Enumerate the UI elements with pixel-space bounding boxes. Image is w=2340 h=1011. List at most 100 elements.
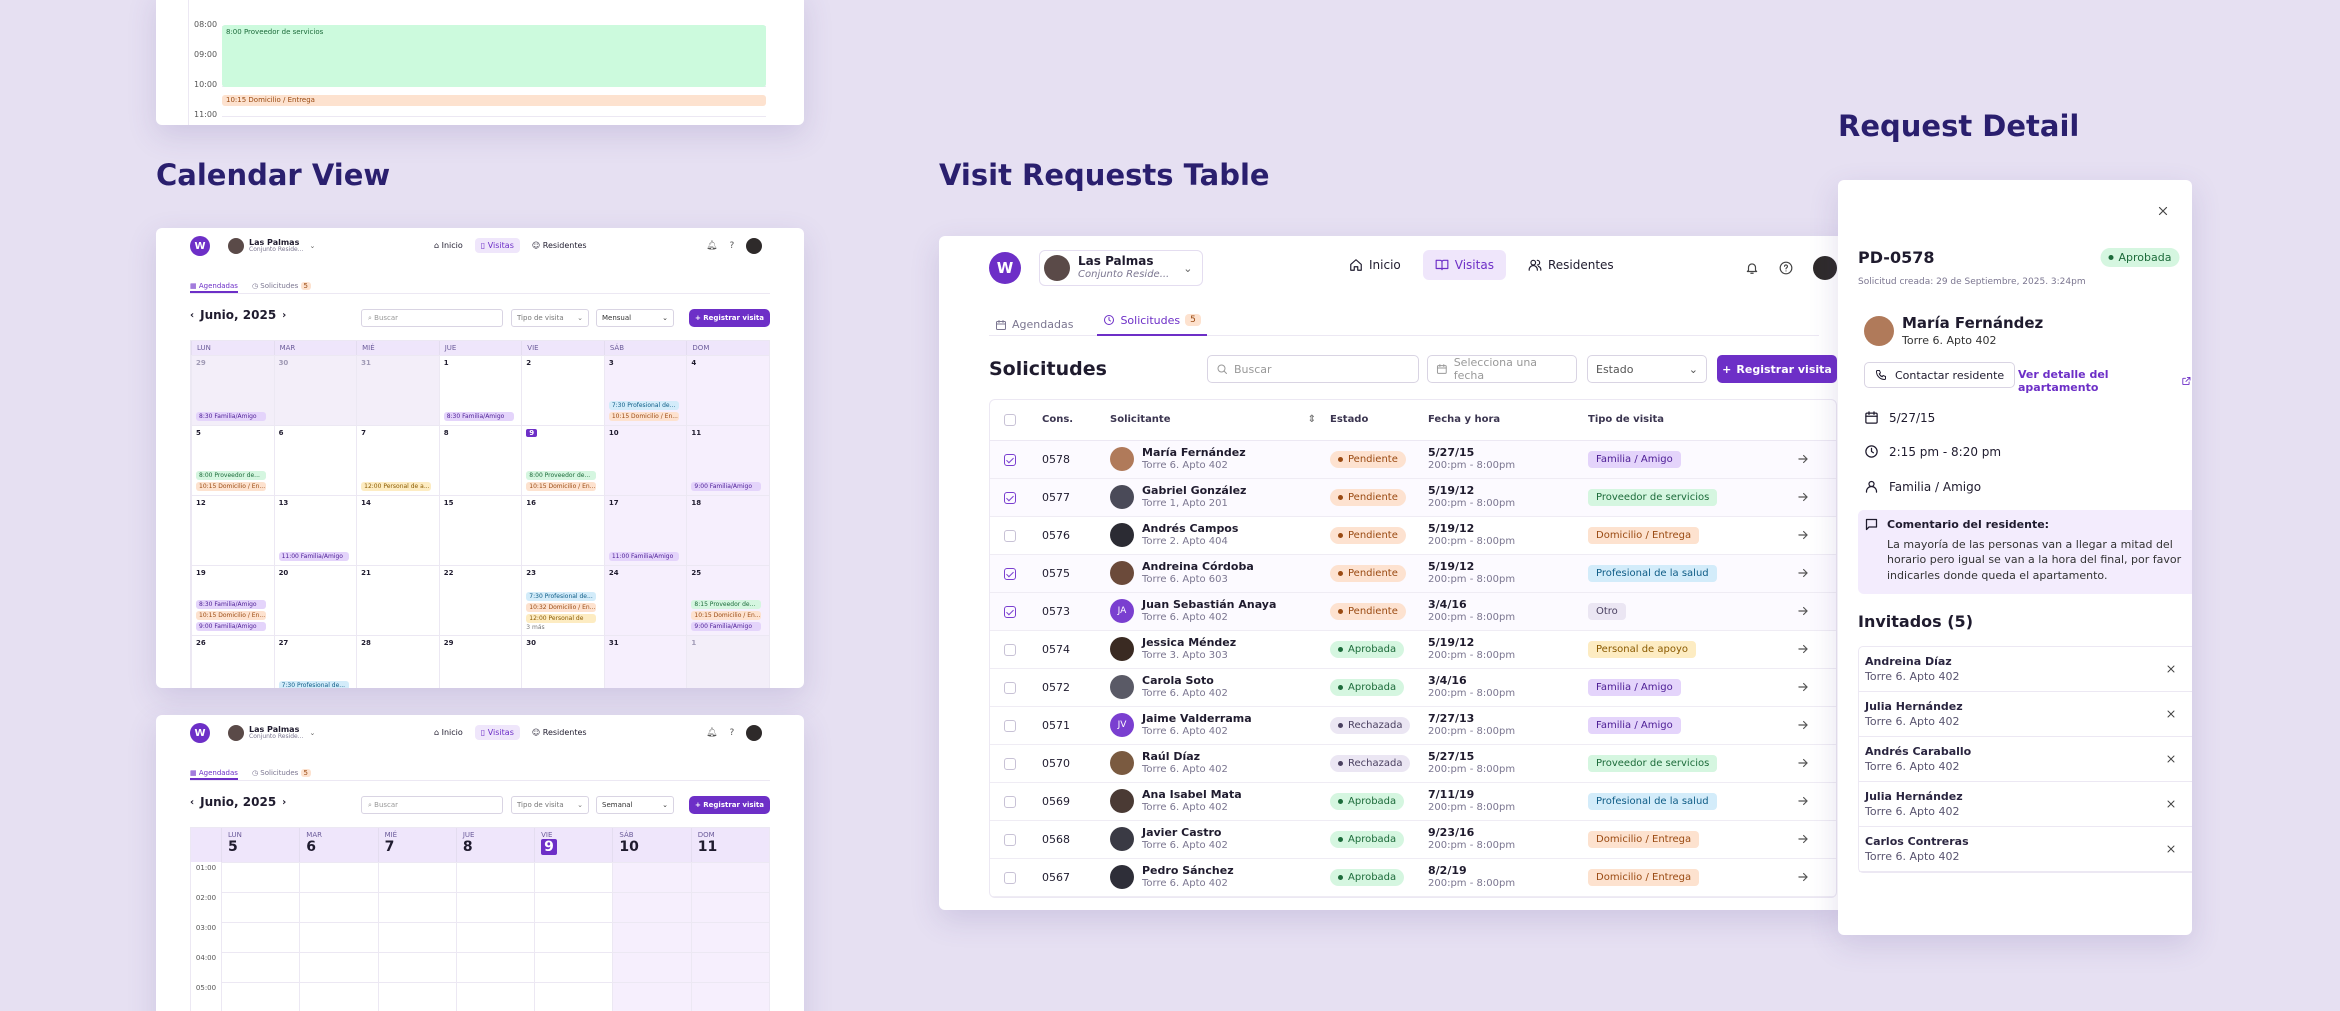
select-all-checkbox[interactable] — [1004, 413, 1016, 426]
week-day-header[interactable]: LUN 5 — [221, 828, 299, 862]
calendar-day-cell[interactable]: 6 — [273, 425, 357, 495]
reject-icon[interactable] — [2165, 663, 2177, 675]
calendar-day-cell[interactable]: 3 7:30 Profesional de... 10:15 Domicilio /… — [603, 355, 687, 425]
calendar-day-cell[interactable]: 8 — [438, 425, 522, 495]
time-slot[interactable] — [377, 862, 456, 892]
register-visit-button[interactable]: + Registrar visita — [1717, 355, 1837, 383]
table-row[interactable]: 0574 Jessica Méndez Torre 3. Apto 303 Apr… — [990, 630, 1836, 669]
time-slot[interactable] — [221, 862, 300, 892]
tab-solicitudes[interactable]: Solicitudes 5 — [1097, 314, 1207, 336]
time-slot[interactable] — [221, 922, 300, 952]
calendar-day-cell[interactable]: 1 8:30 Familia/Amigo — [438, 355, 522, 425]
row-checkbox[interactable] — [1004, 681, 1016, 694]
arrow-right-icon[interactable] — [1796, 528, 1810, 542]
week-day-header[interactable]: DOM 11 — [690, 828, 769, 862]
prev-week-button[interactable]: ‹ — [190, 796, 195, 808]
arrow-right-icon[interactable] — [1796, 832, 1810, 846]
calendar-event[interactable]: 11:00 Familia/Amigo — [278, 552, 349, 561]
arrow-right-icon[interactable] — [1796, 756, 1810, 770]
calendar-day-cell[interactable]: 11 9:00 Familia/Amigo — [686, 425, 769, 495]
view-mode-select[interactable]: Mensual ⌄ — [596, 309, 674, 327]
time-slot[interactable] — [299, 862, 378, 892]
table-row[interactable]: 0572 Carola Soto Torre 6. Apto 402 Aproba… — [990, 668, 1836, 707]
reject-icon[interactable] — [2165, 753, 2177, 765]
time-slot[interactable] — [221, 892, 300, 922]
calendar-event[interactable]: 12:00 Personal de a... — [361, 482, 432, 491]
time-slot[interactable] — [299, 922, 378, 952]
row-checkbox[interactable] — [1004, 491, 1016, 504]
prev-month-button[interactable]: ‹ — [190, 309, 195, 321]
time-slot[interactable] — [690, 892, 769, 922]
calendar-event[interactable]: 11:00 Familia/Amigo — [608, 552, 679, 561]
status-select[interactable]: Estado ⌄ — [1587, 355, 1707, 383]
row-checkbox[interactable] — [1004, 833, 1016, 846]
visit-type-select[interactable]: Tipo de visita ⌄ — [511, 796, 589, 814]
time-slot[interactable] — [612, 952, 691, 982]
register-visit-button[interactable]: + Registrar visita — [689, 796, 770, 814]
calendar-event[interactable]: 8:00 Proveedor de... — [526, 471, 597, 480]
calendar-day-cell[interactable]: 29 8:30 Familia/Amigo — [191, 355, 274, 425]
calendar-day-cell[interactable]: 15 — [438, 495, 522, 565]
week-day-header[interactable]: JUE 8 — [455, 828, 534, 862]
week-day-header[interactable]: MAR 6 — [299, 828, 377, 862]
row-checkbox[interactable] — [1004, 529, 1016, 542]
calendar-day-cell[interactable]: 7 12:00 Personal de a... — [356, 425, 439, 495]
calendar-day-cell[interactable]: 12 — [191, 495, 274, 565]
nav-visitas[interactable]: ▯ Visitas — [474, 725, 520, 740]
user-avatar[interactable] — [1813, 256, 1837, 280]
time-slot[interactable] — [221, 952, 300, 982]
calendar-day-cell[interactable]: 17 11:00 Familia/Amigo — [603, 495, 687, 565]
calendar-event[interactable]: 12:00 Personal de — [526, 614, 597, 623]
time-slot[interactable] — [455, 862, 535, 892]
table-row[interactable]: 0570 Raúl Díaz Torre 6. Apto 402 Rechazad… — [990, 744, 1836, 783]
time-slot[interactable] — [299, 892, 378, 922]
calendar-day-cell[interactable]: 31 — [356, 355, 439, 425]
table-row[interactable]: 0567 Pedro Sánchez Torre 6. Apto 402 Apro… — [990, 858, 1836, 897]
time-slot[interactable] — [534, 862, 613, 892]
arrow-right-icon[interactable] — [1796, 642, 1810, 656]
calendar-day-cell[interactable]: 25 8:15 Proveedor de... 10:15 Domicilio / … — [686, 565, 769, 635]
week-day-header[interactable]: VIE 9 — [534, 828, 612, 862]
chevron-down-icon[interactable]: ⌄ — [309, 729, 316, 737]
calendar-event[interactable]: 9:00 Familia/Amigo — [691, 482, 762, 491]
tab-agendadas[interactable]: Agendadas — [989, 314, 1079, 335]
table-row[interactable]: 0569 Ana Isabel Mata Torre 6. Apto 402 Ap… — [990, 782, 1836, 821]
close-icon[interactable] — [2156, 204, 2170, 218]
calendar-event[interactable]: 8:30 Familia/Amigo — [443, 412, 514, 421]
calendar-day-cell[interactable]: 28 — [356, 635, 439, 688]
time-slot[interactable] — [612, 892, 691, 922]
table-row[interactable]: 0568 Javier Castro Torre 6. Apto 402 Apro… — [990, 820, 1836, 859]
nav-residentes[interactable]: ☺ Residentes — [526, 238, 593, 253]
arrow-right-icon[interactable] — [1796, 680, 1810, 694]
calendar-day-cell[interactable]: 29 — [438, 635, 522, 688]
arrow-right-icon[interactable] — [1796, 566, 1810, 580]
tab-agendadas[interactable]: ▦ Agendadas — [190, 282, 238, 293]
time-slot[interactable] — [377, 982, 456, 1011]
calendar-day-cell[interactable]: 2 — [521, 355, 604, 425]
calendar-event[interactable]: 9:00 Familia/Amigo — [196, 622, 266, 631]
calendar-event[interactable]: 7:30 Profesional de... — [526, 592, 597, 601]
calendar-day-cell[interactable]: 24 — [603, 565, 687, 635]
user-avatar[interactable] — [746, 725, 763, 741]
bell-icon[interactable] — [1745, 261, 1759, 275]
chevron-down-icon[interactable]: ⌄ — [309, 242, 316, 250]
calendar-day-cell[interactable]: 10 — [603, 425, 687, 495]
table-row[interactable]: 0576 Andrés Campos Torre 2. Apto 404 Pend… — [990, 516, 1836, 555]
table-row[interactable]: 0571 JV Jaime Valderrama Torre 6. Apto 402… — [990, 706, 1836, 745]
reject-icon[interactable] — [2165, 843, 2177, 855]
time-slot[interactable] — [377, 952, 456, 982]
arrow-right-icon[interactable] — [1796, 490, 1810, 504]
time-slot[interactable] — [612, 922, 691, 952]
time-slot[interactable] — [690, 952, 769, 982]
arrow-right-icon[interactable] — [1796, 870, 1810, 884]
reject-icon[interactable] — [2165, 798, 2177, 810]
contact-resident-button[interactable]: Contactar residente — [1864, 362, 2016, 388]
time-slot[interactable] — [690, 922, 769, 952]
calendar-event[interactable]: 10:15 Domicilio / En... — [526, 482, 597, 491]
time-slot[interactable] — [377, 892, 456, 922]
calendar-day-cell[interactable]: 30 — [273, 355, 357, 425]
calendar-day-cell[interactable]: 9 8:00 Proveedor de... 10:15 Domicilio / E… — [521, 425, 604, 495]
nav-residentes[interactable]: ☺ Residentes — [526, 725, 593, 740]
nav-visitas[interactable]: ▯ Visitas — [474, 238, 520, 253]
search-input[interactable]: ⌕ Buscar — [361, 796, 503, 814]
